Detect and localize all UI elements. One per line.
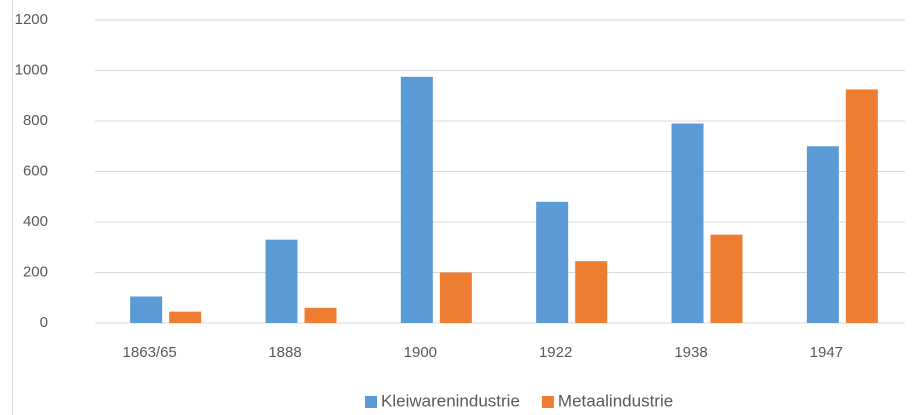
bar xyxy=(845,89,878,323)
bar xyxy=(265,239,298,323)
x-tick-label: 1888 xyxy=(268,344,301,361)
x-tick-label: 1938 xyxy=(674,344,707,361)
bar xyxy=(130,296,163,323)
x-tick-label: 1922 xyxy=(539,344,572,361)
bar xyxy=(304,307,337,323)
y-tick-label: 0 xyxy=(40,314,48,331)
y-tick-label: 200 xyxy=(23,263,48,280)
y-tick-label: 1200 xyxy=(15,11,48,28)
legend-swatch xyxy=(365,396,377,408)
x-tick-label: 1947 xyxy=(810,344,843,361)
legend-swatch xyxy=(541,396,554,408)
bar xyxy=(536,201,569,323)
y-tick-label: 800 xyxy=(23,112,48,129)
chart-border xyxy=(12,0,13,415)
bar xyxy=(439,272,472,323)
bar xyxy=(400,76,433,323)
bar xyxy=(671,123,704,324)
bar xyxy=(575,261,608,323)
legend-label: Kleiwarenindustrie xyxy=(381,391,520,410)
y-tick-label: 1000 xyxy=(15,61,48,78)
bar xyxy=(710,234,743,323)
x-tick-label: 1900 xyxy=(404,344,437,361)
bar xyxy=(806,146,839,323)
y-tick-label: 400 xyxy=(23,213,48,230)
y-tick-label: 600 xyxy=(23,162,48,179)
bar xyxy=(169,311,202,323)
legend-label: Metaalindustrie xyxy=(558,391,673,410)
x-tick-label: 1863/65 xyxy=(123,344,177,361)
